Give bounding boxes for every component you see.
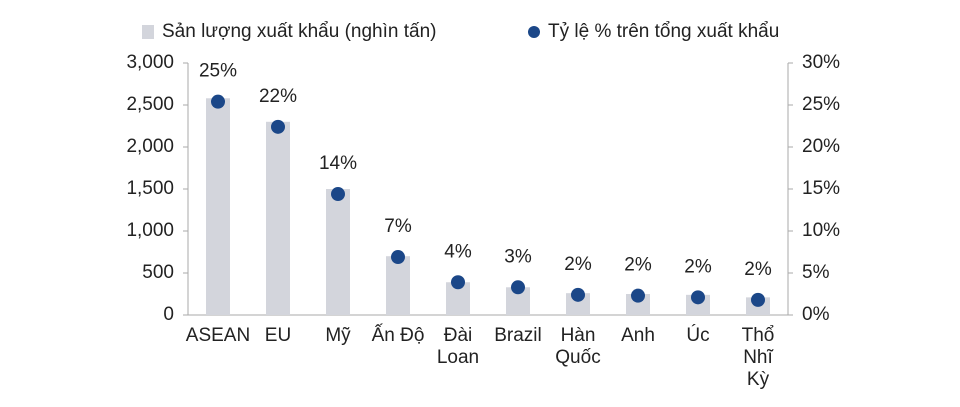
- data-label: 2%: [744, 259, 772, 280]
- data-label: 25%: [199, 61, 237, 82]
- dot: [571, 287, 585, 302]
- y-tick-label: 2,500: [126, 94, 174, 115]
- y2-tick-label: 0%: [802, 304, 830, 325]
- legend-swatch: [142, 25, 154, 39]
- bar: [206, 98, 230, 315]
- legend-swatch: [528, 26, 540, 38]
- y2-tick-label: 15%: [802, 178, 840, 199]
- dot: [691, 290, 705, 305]
- data-label: 7%: [384, 216, 412, 237]
- data-label: 3%: [504, 246, 532, 267]
- data-label: 2%: [564, 254, 592, 275]
- legend-label: Tỷ lệ % trên tổng xuất khẩu: [548, 21, 779, 42]
- dot: [511, 280, 525, 295]
- y2-tick-label: 30%: [802, 52, 840, 73]
- dot: [451, 275, 465, 290]
- y-tick-label: 1,500: [126, 178, 174, 199]
- legend-label: Sản lượng xuất khẩu (nghìn tấn): [162, 21, 436, 42]
- y2-tick-label: 5%: [802, 262, 830, 283]
- x-tick-label: Ấn Độ: [371, 325, 425, 346]
- x-tick-label: Đài Loan: [436, 325, 480, 368]
- x-tick-label: Mỹ: [325, 325, 351, 346]
- y-tick-label: 3,000: [126, 52, 174, 73]
- data-label: 22%: [259, 86, 297, 107]
- data-label: 14%: [319, 153, 357, 174]
- x-tick-label: EU: [264, 325, 292, 346]
- bar: [566, 293, 590, 315]
- x-tick-label: Thổ Nhĩ Kỳ: [741, 325, 775, 390]
- bar: [386, 256, 410, 315]
- y-tick-label: 0: [163, 304, 174, 325]
- x-tick-label: ASEAN: [185, 325, 251, 346]
- x-tick-label: Hàn Quốc: [555, 325, 601, 368]
- x-tick-label: Anh: [621, 325, 655, 346]
- dot: [331, 187, 345, 202]
- x-tick-label: Úc: [686, 325, 710, 346]
- dot: [751, 292, 765, 307]
- y2-tick-label: 10%: [802, 220, 840, 241]
- y-tick-label: 2,000: [126, 136, 174, 157]
- y-tick-label: 1,000: [126, 220, 174, 241]
- dot: [271, 119, 285, 134]
- data-label: 2%: [684, 256, 712, 277]
- x-tick-label: Brazil: [494, 325, 542, 346]
- y2-tick-label: 20%: [802, 136, 840, 157]
- dot: [391, 250, 405, 265]
- dot: [211, 94, 225, 109]
- y2-tick-label: 25%: [802, 94, 840, 115]
- y-tick-label: 500: [142, 262, 174, 283]
- data-label: 4%: [444, 241, 472, 262]
- data-label: 2%: [624, 255, 652, 276]
- bar: [266, 121, 290, 315]
- dot: [631, 288, 645, 303]
- bar: [326, 189, 350, 315]
